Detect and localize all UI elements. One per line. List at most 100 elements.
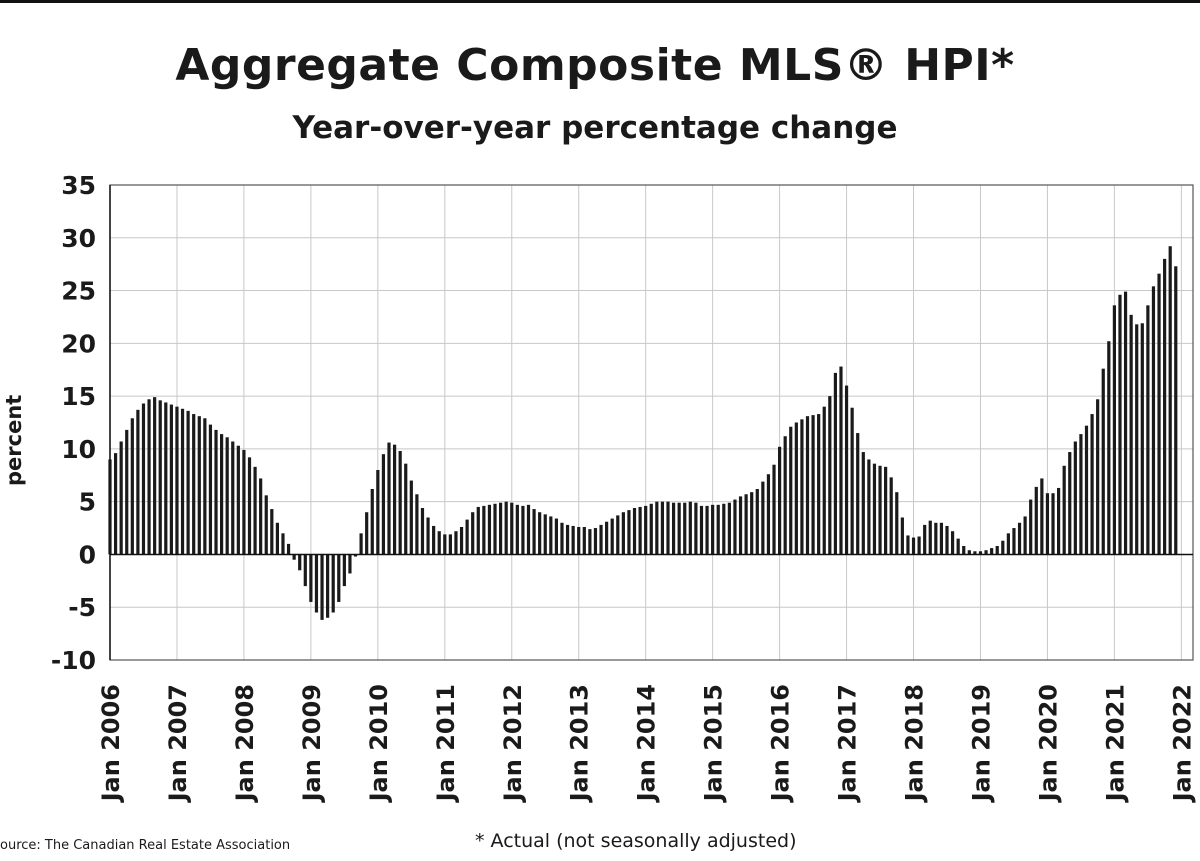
bar xyxy=(1079,434,1083,555)
bar xyxy=(286,543,291,555)
bar xyxy=(136,409,140,555)
bar xyxy=(281,533,285,555)
bar xyxy=(610,518,614,555)
bar xyxy=(387,442,391,555)
x-tick-label: Jan 2020 xyxy=(1034,684,1062,803)
bar xyxy=(164,402,168,555)
bar xyxy=(805,416,810,555)
bar xyxy=(236,445,240,555)
bar xyxy=(331,554,335,613)
bar xyxy=(699,505,704,555)
bar xyxy=(1123,291,1128,555)
top-border xyxy=(0,0,1200,3)
bar xyxy=(348,554,352,574)
bar xyxy=(565,524,570,555)
bar xyxy=(1157,273,1161,555)
bar xyxy=(962,546,966,555)
bar xyxy=(789,426,793,555)
bar xyxy=(984,550,988,555)
bar xyxy=(867,459,871,555)
bar xyxy=(967,550,971,555)
bar xyxy=(549,516,553,555)
bar xyxy=(454,531,458,555)
y-tick-labels: 35 30 25 20 15 10 5 0 -5 -10 xyxy=(51,171,96,675)
bar xyxy=(376,470,380,555)
bar xyxy=(722,503,726,555)
bar xyxy=(872,463,877,555)
bar xyxy=(275,522,279,555)
bars xyxy=(108,246,1178,620)
bar xyxy=(1135,324,1139,555)
bar xyxy=(772,464,776,555)
bar xyxy=(543,514,547,555)
bar xyxy=(186,410,190,555)
bar xyxy=(995,546,999,555)
bar xyxy=(259,478,263,555)
y-tick-label: 10 xyxy=(61,435,96,464)
bar xyxy=(214,429,218,555)
bar xyxy=(381,454,386,555)
bar xyxy=(778,446,782,555)
bar xyxy=(448,534,452,555)
bar xyxy=(616,515,620,555)
bar xyxy=(683,502,687,555)
bar xyxy=(1051,493,1055,555)
bar xyxy=(939,522,944,555)
bar xyxy=(621,512,625,555)
bar xyxy=(1140,323,1144,555)
y-tick-label: -5 xyxy=(68,593,96,622)
bar xyxy=(884,466,888,555)
bar xyxy=(465,519,469,555)
bar xyxy=(125,429,129,555)
bar xyxy=(197,416,201,555)
bar xyxy=(934,522,938,555)
bar xyxy=(398,451,402,555)
x-tick-labels: Jan 2006 Jan 2007 Jan 2008 Jan 2009 Jan 2010… xyxy=(97,684,1196,803)
bar xyxy=(973,551,977,555)
bar xyxy=(298,554,302,571)
bar xyxy=(415,494,419,555)
bar xyxy=(895,492,899,555)
bar xyxy=(833,372,837,555)
bar xyxy=(599,524,603,555)
bar xyxy=(856,433,860,555)
x-tick-label: Jan 2018 xyxy=(901,684,929,803)
bar xyxy=(554,518,558,555)
bar xyxy=(861,452,865,555)
bar xyxy=(180,408,185,555)
chart-subtitle: Year-over-year percentage change xyxy=(292,110,898,146)
bar xyxy=(1017,522,1022,555)
bar xyxy=(203,418,207,555)
bar xyxy=(1096,399,1100,555)
bar xyxy=(666,501,670,555)
bar xyxy=(220,434,224,555)
bar xyxy=(426,517,430,555)
bar xyxy=(459,527,464,555)
source-note: ource: The Canadian Real Estate Associat… xyxy=(0,838,291,853)
bar xyxy=(326,554,330,618)
bar xyxy=(671,502,676,555)
x-tick-label: Jan 2021 xyxy=(1101,684,1129,803)
bar xyxy=(1112,305,1116,555)
bar xyxy=(761,481,765,555)
bar xyxy=(359,533,363,555)
bar xyxy=(532,509,536,555)
bar xyxy=(1034,486,1038,555)
bar xyxy=(1073,441,1077,555)
bar xyxy=(420,508,425,555)
bar xyxy=(1062,465,1066,555)
bar xyxy=(510,502,514,555)
bar xyxy=(978,551,983,555)
bar xyxy=(906,535,910,555)
bar xyxy=(404,463,408,555)
bar xyxy=(800,419,804,555)
bar xyxy=(577,527,581,555)
bar xyxy=(231,441,235,555)
bar xyxy=(632,508,637,555)
x-tick-label: Jan 2008 xyxy=(231,684,259,803)
x-tick-label: Jan 2009 xyxy=(298,684,326,803)
x-tick-label: Jan 2015 xyxy=(700,684,728,803)
bar xyxy=(605,521,609,555)
x-tick-label: Jan 2006 xyxy=(97,684,125,803)
